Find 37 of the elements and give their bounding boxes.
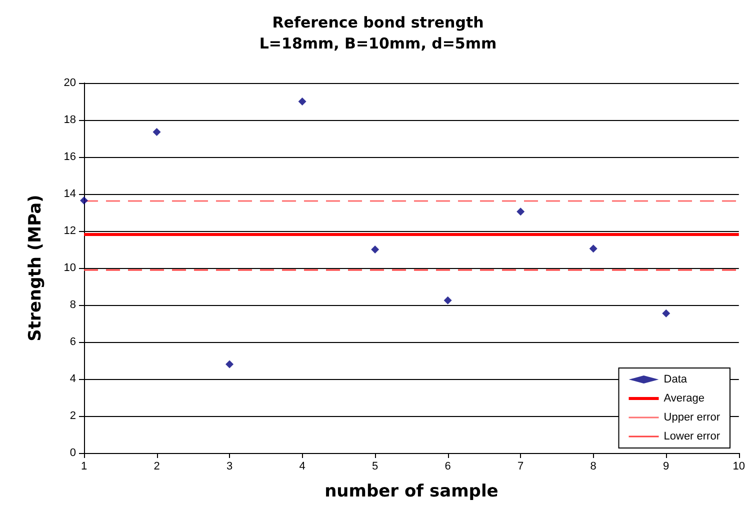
- point: [371, 246, 380, 254]
- legend-label: Average: [664, 392, 705, 404]
- y-tick-label: 20: [64, 77, 76, 89]
- point: [662, 309, 670, 318]
- y-tick-label: 16: [64, 151, 76, 163]
- y-tick-label: 2: [70, 410, 76, 422]
- x-tick-label: 5: [372, 460, 378, 472]
- x-tick-label: 10: [732, 460, 746, 472]
- x-tick-label: 4: [299, 460, 306, 472]
- x-tick-label: 3: [226, 460, 233, 472]
- legend-label: Data: [664, 374, 688, 386]
- x-tick-label: 6: [444, 460, 451, 472]
- chart-title: Reference bond strength: [272, 14, 484, 32]
- x-tick-label: 1: [80, 460, 88, 472]
- point: [152, 128, 161, 136]
- x-tick-label: 9: [663, 460, 670, 472]
- point: [444, 296, 452, 304]
- x-tick-label: 7: [518, 460, 524, 472]
- chart-subtitle: L=18mm, B=10mm, d=5mm: [259, 34, 497, 52]
- y-tick-label: 0: [70, 447, 76, 459]
- y-tick-label: 4: [70, 373, 76, 385]
- legend-label: Upper error: [664, 412, 720, 424]
- point: [589, 244, 598, 253]
- point: [516, 208, 525, 216]
- point: [226, 360, 234, 368]
- y-axis-title: Strength (MPa): [26, 194, 46, 342]
- point: [298, 98, 306, 106]
- legend-label: Lower error: [664, 430, 720, 442]
- x-axis-title: number of sample: [324, 482, 498, 502]
- y-tick-label: 14: [64, 188, 76, 200]
- x-tick-label: 8: [590, 460, 596, 472]
- y-tick-label: 18: [64, 114, 76, 126]
- y-tick-label: 8: [70, 299, 76, 311]
- y-tick-label: 6: [70, 336, 76, 348]
- y-tick-label: 10: [64, 262, 76, 274]
- y-tick-label: 12: [64, 225, 76, 237]
- x-tick-label: 2: [154, 460, 160, 472]
